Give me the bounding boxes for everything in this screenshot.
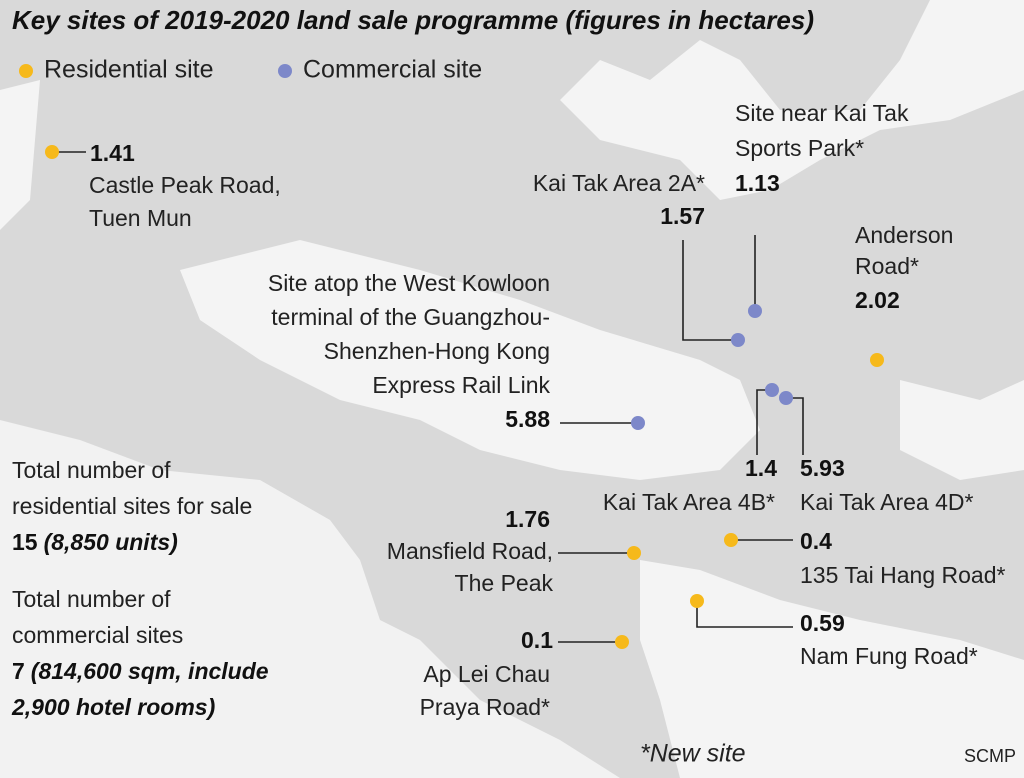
source: SCMP [964, 746, 1016, 766]
site-name: Kai Tak Area 4D* [800, 489, 974, 515]
site-dot [765, 383, 779, 397]
site-area: 0.1 [521, 627, 553, 653]
site-name: terminal of the Guangzhou- [271, 304, 550, 330]
site-name: Castle Peak Road, [89, 172, 281, 198]
footnote: *New site [640, 740, 746, 768]
stat-label: residential sites for sale [12, 493, 252, 519]
site-area: 5.88 [505, 406, 550, 432]
site-name: 135 Tai Hang Road* [800, 562, 1005, 588]
stat-count: 7 [12, 658, 25, 684]
stat-label: Total number of [12, 586, 171, 612]
site-dot [631, 416, 645, 430]
site-name: Site atop the West Kowloon [268, 270, 550, 296]
legend-dot [278, 64, 292, 78]
site-name: Site near Kai Tak [735, 100, 909, 126]
stat-label: Total number of [12, 457, 171, 483]
leader-line [696, 601, 793, 628]
legend-label: Commercial site [303, 56, 482, 84]
leader-line [682, 240, 738, 341]
site-name: Road* [855, 253, 919, 279]
site-name: Anderson [855, 222, 953, 248]
site-name: Kai Tak Area 2A* [533, 170, 705, 196]
legend: Residential site Commercial site [19, 56, 482, 84]
legend-label: Residential site [44, 56, 214, 84]
stat-value: 2,900 hotel rooms) [11, 694, 215, 720]
site-dot [690, 594, 704, 608]
sites: 1.41 Castle Peak Road, Tuen Mun 1.57 Kai Tak… [45, 100, 1005, 720]
site-name: Shenzhen-Hong Kong [324, 338, 550, 364]
site-name: Kai Tak Area 4B* [603, 489, 775, 515]
stat-detail: 2,900 hotel rooms) [11, 694, 215, 720]
stat-value: 7 (814,600 sqm, include [12, 658, 269, 684]
site-name: Tuen Mun [89, 205, 192, 231]
site-dot [615, 635, 629, 649]
site-area: 1.57 [660, 203, 705, 229]
stat-value: 15 (8,850 units) [12, 529, 178, 555]
title: Key sites of 2019-2020 land sale program… [12, 5, 814, 35]
site-name: Express Rail Link [372, 372, 550, 398]
site-name: Praya Road* [420, 694, 550, 720]
site-name: Nam Fung Road* [800, 643, 978, 669]
site-name: Ap Lei Chau [423, 661, 550, 687]
site-dot [779, 391, 793, 405]
stats: Total number of residential sites for sal… [11, 457, 269, 720]
stat-detail: (8,850 units) [44, 529, 178, 555]
site-area: 1.76 [505, 506, 550, 532]
stat-count: 15 [12, 529, 38, 555]
site-area: 0.59 [800, 610, 845, 636]
site-name: Mansfield Road, [387, 538, 553, 564]
site-area: 2.02 [855, 287, 900, 313]
site-dot [724, 533, 738, 547]
legend-dot [19, 64, 33, 78]
site-area: 1.13 [735, 170, 780, 196]
site-dot [627, 546, 641, 560]
stat-label: commercial sites [12, 622, 183, 648]
site-dot [870, 353, 884, 367]
stat-detail: (814,600 sqm, include [31, 658, 269, 684]
site-name: Sports Park* [735, 135, 864, 161]
site-area: 1.4 [745, 455, 777, 481]
site-name: The Peak [455, 570, 554, 596]
site-dot [45, 145, 59, 159]
site-dot [748, 304, 762, 318]
site-dot [731, 333, 745, 347]
site-area: 0.4 [800, 528, 832, 554]
site-area: 1.41 [90, 140, 135, 166]
site-area: 5.93 [800, 455, 845, 481]
